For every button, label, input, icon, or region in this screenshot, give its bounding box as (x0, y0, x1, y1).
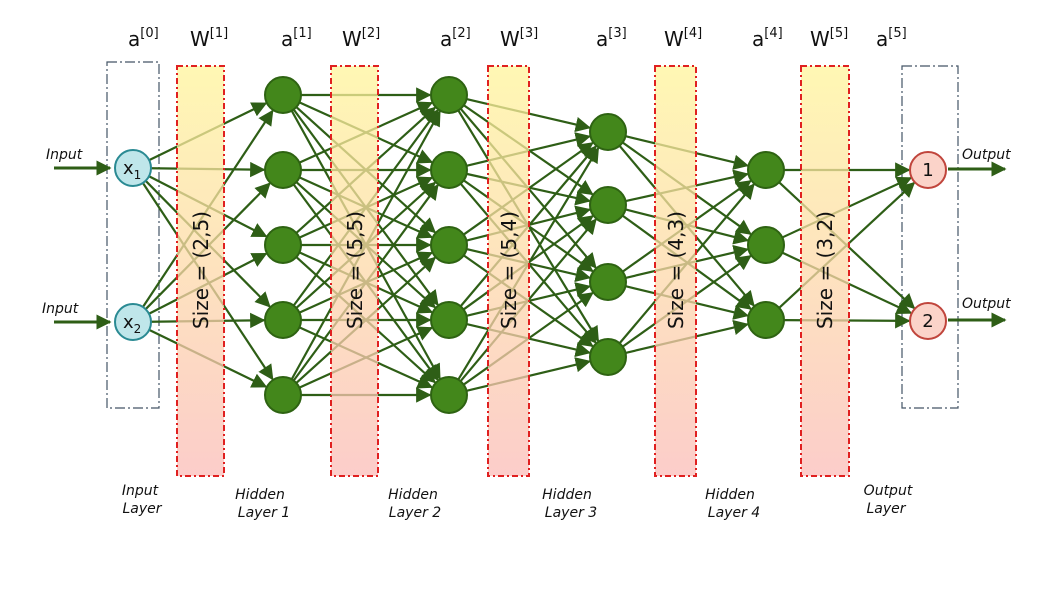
hidden-node-l2-n1 (430, 76, 468, 114)
weight-band-w2 (330, 65, 379, 477)
svg-text:Hidden: Hidden (542, 487, 592, 503)
header-a4: a[4] (752, 26, 783, 51)
output-layer-box (901, 65, 959, 409)
output-node-label-2: 2 (922, 311, 933, 332)
hidden-node-l1-n2 (264, 151, 302, 189)
hidden-node-l4-n3 (747, 301, 785, 339)
hidden-node-l1-n4 (264, 301, 302, 339)
hidden-node-l3-n2 (589, 186, 627, 224)
weight-band-w5 (800, 65, 850, 477)
hidden-node-l3-n3 (589, 263, 627, 301)
header-w4: W[4] (664, 26, 702, 51)
hidden-node-l2-n5 (430, 376, 468, 414)
input-label-2: Input (42, 301, 79, 317)
weight-band-w3 (487, 65, 530, 477)
svg-text:Layer 2: Layer 2 (389, 505, 441, 521)
input-node-label-x1: x1 (123, 158, 141, 182)
svg-text:a[1]: a[1] (281, 26, 312, 51)
hidden-node-l2-n2 (430, 151, 468, 189)
hidden-node-l3-n4 (589, 338, 627, 376)
svg-text:a[4]: a[4] (752, 26, 783, 51)
header-a0: a[0] (128, 26, 159, 51)
caption-hidden-layer-3: Hidden Layer 3 (542, 487, 597, 521)
svg-text:a[2]: a[2] (440, 26, 471, 51)
header-w3: W[3] (500, 26, 538, 51)
weight-size-label-w3: Size = (5,4) (497, 211, 521, 329)
header-a2: a[2] (440, 26, 471, 51)
header-w1: W[1] (190, 26, 228, 51)
caption-output-layer: Output Layer (864, 483, 913, 517)
input-node-x2 (114, 303, 152, 341)
input-label-1: Input (46, 147, 83, 163)
weight-size-label-w1: Size = (2,5) (189, 211, 213, 329)
output-label-1: Output (962, 147, 1011, 163)
header-a1: a[1] (281, 26, 312, 51)
hidden-node-l1-n5 (264, 376, 302, 414)
svg-text:Layer: Layer (866, 501, 906, 517)
svg-text:Layer 4: Layer 4 (708, 505, 760, 521)
svg-text:Hidden: Hidden (705, 487, 755, 503)
input-layer-box (106, 61, 160, 409)
svg-text:Output: Output (864, 483, 913, 499)
hidden-node-l4-n2 (747, 226, 785, 264)
svg-text:W[2]: W[2] (342, 26, 380, 51)
svg-text:a[5]: a[5] (876, 26, 907, 51)
weight-band-w4 (654, 65, 697, 477)
weight-size-label-w2: Size = (5,5) (343, 211, 367, 329)
hidden-node-l1-n1 (264, 76, 302, 114)
output-node-2 (909, 302, 947, 340)
caption-hidden-layer-4: Hidden Layer 4 (705, 487, 760, 521)
header-a5: a[5] (876, 26, 907, 51)
hidden-node-l3-n1 (589, 113, 627, 151)
svg-text:a[3]: a[3] (596, 26, 627, 51)
caption-hidden-layer-1: Hidden Layer 1 (235, 487, 290, 521)
output-label-2: Output (962, 296, 1011, 312)
svg-text:Layer 3: Layer 3 (545, 505, 597, 521)
weight-size-label-w4: Size = (4,3) (664, 211, 688, 329)
svg-text:a[0]: a[0] (128, 26, 159, 51)
hidden-node-l1-n3 (264, 226, 302, 264)
hidden-node-l4-n1 (747, 151, 785, 189)
output-node-1 (909, 151, 947, 189)
nodes-group: x1 x2 1 2 (114, 76, 947, 414)
svg-text:Hidden: Hidden (388, 487, 438, 503)
hidden-node-l2-n3 (430, 226, 468, 264)
svg-text:Input: Input (122, 483, 159, 499)
weight-size-label-w5: Size = (3,2) (813, 211, 837, 329)
output-node-label-1: 1 (922, 160, 933, 181)
input-node-label-x2: x2 (123, 312, 141, 336)
svg-text:Layer: Layer (122, 501, 162, 517)
svg-text:Hidden: Hidden (235, 487, 285, 503)
caption-hidden-layer-2: Hidden Layer 2 (388, 487, 441, 521)
svg-text:Layer 1: Layer 1 (238, 505, 290, 521)
weight-band-w1 (176, 65, 225, 477)
svg-text:W[1]: W[1] (190, 26, 228, 51)
header-a3: a[3] (596, 26, 627, 51)
svg-text:W[4]: W[4] (664, 26, 702, 51)
header-w2: W[2] (342, 26, 380, 51)
svg-text:W[5]: W[5] (810, 26, 848, 51)
header-w5: W[5] (810, 26, 848, 51)
hidden-node-l2-n4 (430, 301, 468, 339)
caption-input-layer: Input Layer (122, 483, 163, 517)
svg-text:W[3]: W[3] (500, 26, 538, 51)
input-node-x1 (114, 149, 152, 187)
